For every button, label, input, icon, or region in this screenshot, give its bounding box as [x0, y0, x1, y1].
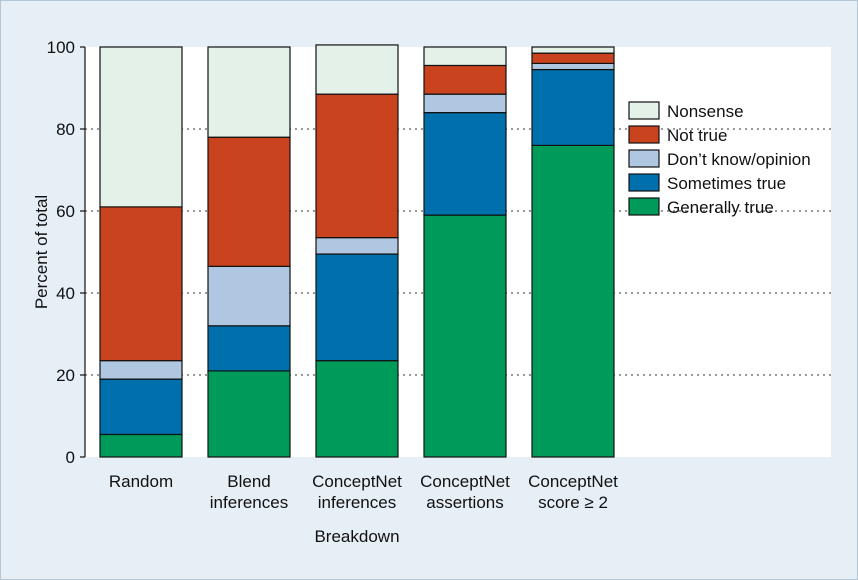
- x-tick-label-3-1: assertions: [426, 493, 503, 512]
- y-axis-title: Percent of total: [32, 195, 51, 309]
- bar-segment-nonsense-3: [423, 46, 507, 67]
- legend-swatch-not-true: [628, 125, 660, 144]
- bar-segment-nonsense-1: [207, 46, 291, 138]
- legend-label-don-t-know-opinion: Don’t know/opinion: [667, 150, 811, 169]
- legend-swatch-nonsense: [628, 101, 660, 120]
- x-tick-label-1-1: inferences: [210, 493, 288, 512]
- bar-segment-not-true-3: [423, 64, 507, 95]
- y-axis-ticks: 0 20 40 60 80 100: [47, 38, 85, 467]
- legend-swatch-don-t-know-opinion: [628, 149, 660, 168]
- legend-label-generally-true: Generally true: [667, 198, 774, 217]
- bar-segment-generally-true-1: [207, 370, 291, 458]
- bar-segment-generally-true-0: [99, 433, 183, 458]
- legend-swatch-generally-true: [628, 197, 660, 216]
- bar-segment-don-t-know-opinion-2: [315, 237, 399, 255]
- legend-label-sometimes-true: Sometimes true: [667, 174, 786, 193]
- x-tick-label-3-0: ConceptNet: [420, 472, 510, 491]
- legend: Nonsense Not true Don’t know/opinion Someti…: [628, 101, 811, 217]
- bar-segment-sometimes-true-4: [531, 68, 615, 147]
- y-tick-label-80: 80: [56, 120, 75, 139]
- legend-label-not-true: Not true: [667, 126, 727, 145]
- x-axis-title: Breakdown: [314, 527, 399, 546]
- bar-segment-not-true-4: [531, 52, 615, 65]
- bars: [99, 44, 615, 458]
- y-tick-label-100: 100: [47, 38, 75, 57]
- bar-segment-not-true-1: [207, 136, 291, 267]
- x-tick-label-2-1: inferences: [318, 493, 396, 512]
- x-tick-label-2-0: ConceptNet: [312, 472, 402, 491]
- y-tick-label-20: 20: [56, 366, 75, 385]
- bar-segment-sometimes-true-3: [423, 111, 507, 216]
- y-tick-label-40: 40: [56, 284, 75, 303]
- x-tick-label-0-0: Random: [109, 472, 173, 491]
- bar-segment-not-true-0: [99, 206, 183, 362]
- bar-segment-don-t-know-opinion-1: [207, 265, 291, 327]
- bar-segment-generally-true-3: [423, 214, 507, 458]
- bar-segment-nonsense-2: [315, 44, 399, 95]
- legend-label-nonsense: Nonsense: [667, 102, 744, 121]
- bar-segment-don-t-know-opinion-4: [531, 62, 615, 71]
- x-tick-label-4-1: score ≥ 2: [538, 493, 608, 512]
- bar-segment-nonsense-0: [99, 46, 183, 208]
- x-axis-ticks: Random Blend inferences ConceptNet inference…: [109, 472, 618, 512]
- bar-segment-generally-true-4: [531, 144, 615, 458]
- bar-segment-sometimes-true-2: [315, 253, 399, 362]
- y-tick-label-0: 0: [66, 448, 75, 467]
- bar-segment-sometimes-true-1: [207, 325, 291, 372]
- legend-swatch-sometimes-true: [628, 173, 660, 192]
- y-tick-label-60: 60: [56, 202, 75, 221]
- bar-segment-don-t-know-opinion-3: [423, 93, 507, 114]
- x-tick-label-1-0: Blend: [227, 472, 270, 491]
- bar-segment-nonsense-4: [531, 46, 615, 54]
- x-tick-label-4-0: ConceptNet: [528, 472, 618, 491]
- bar-segment-not-true-2: [315, 93, 399, 239]
- bar-segment-generally-true-2: [315, 360, 399, 458]
- bar-segment-don-t-know-opinion-0: [99, 360, 183, 380]
- bar-segment-sometimes-true-0: [99, 378, 183, 436]
